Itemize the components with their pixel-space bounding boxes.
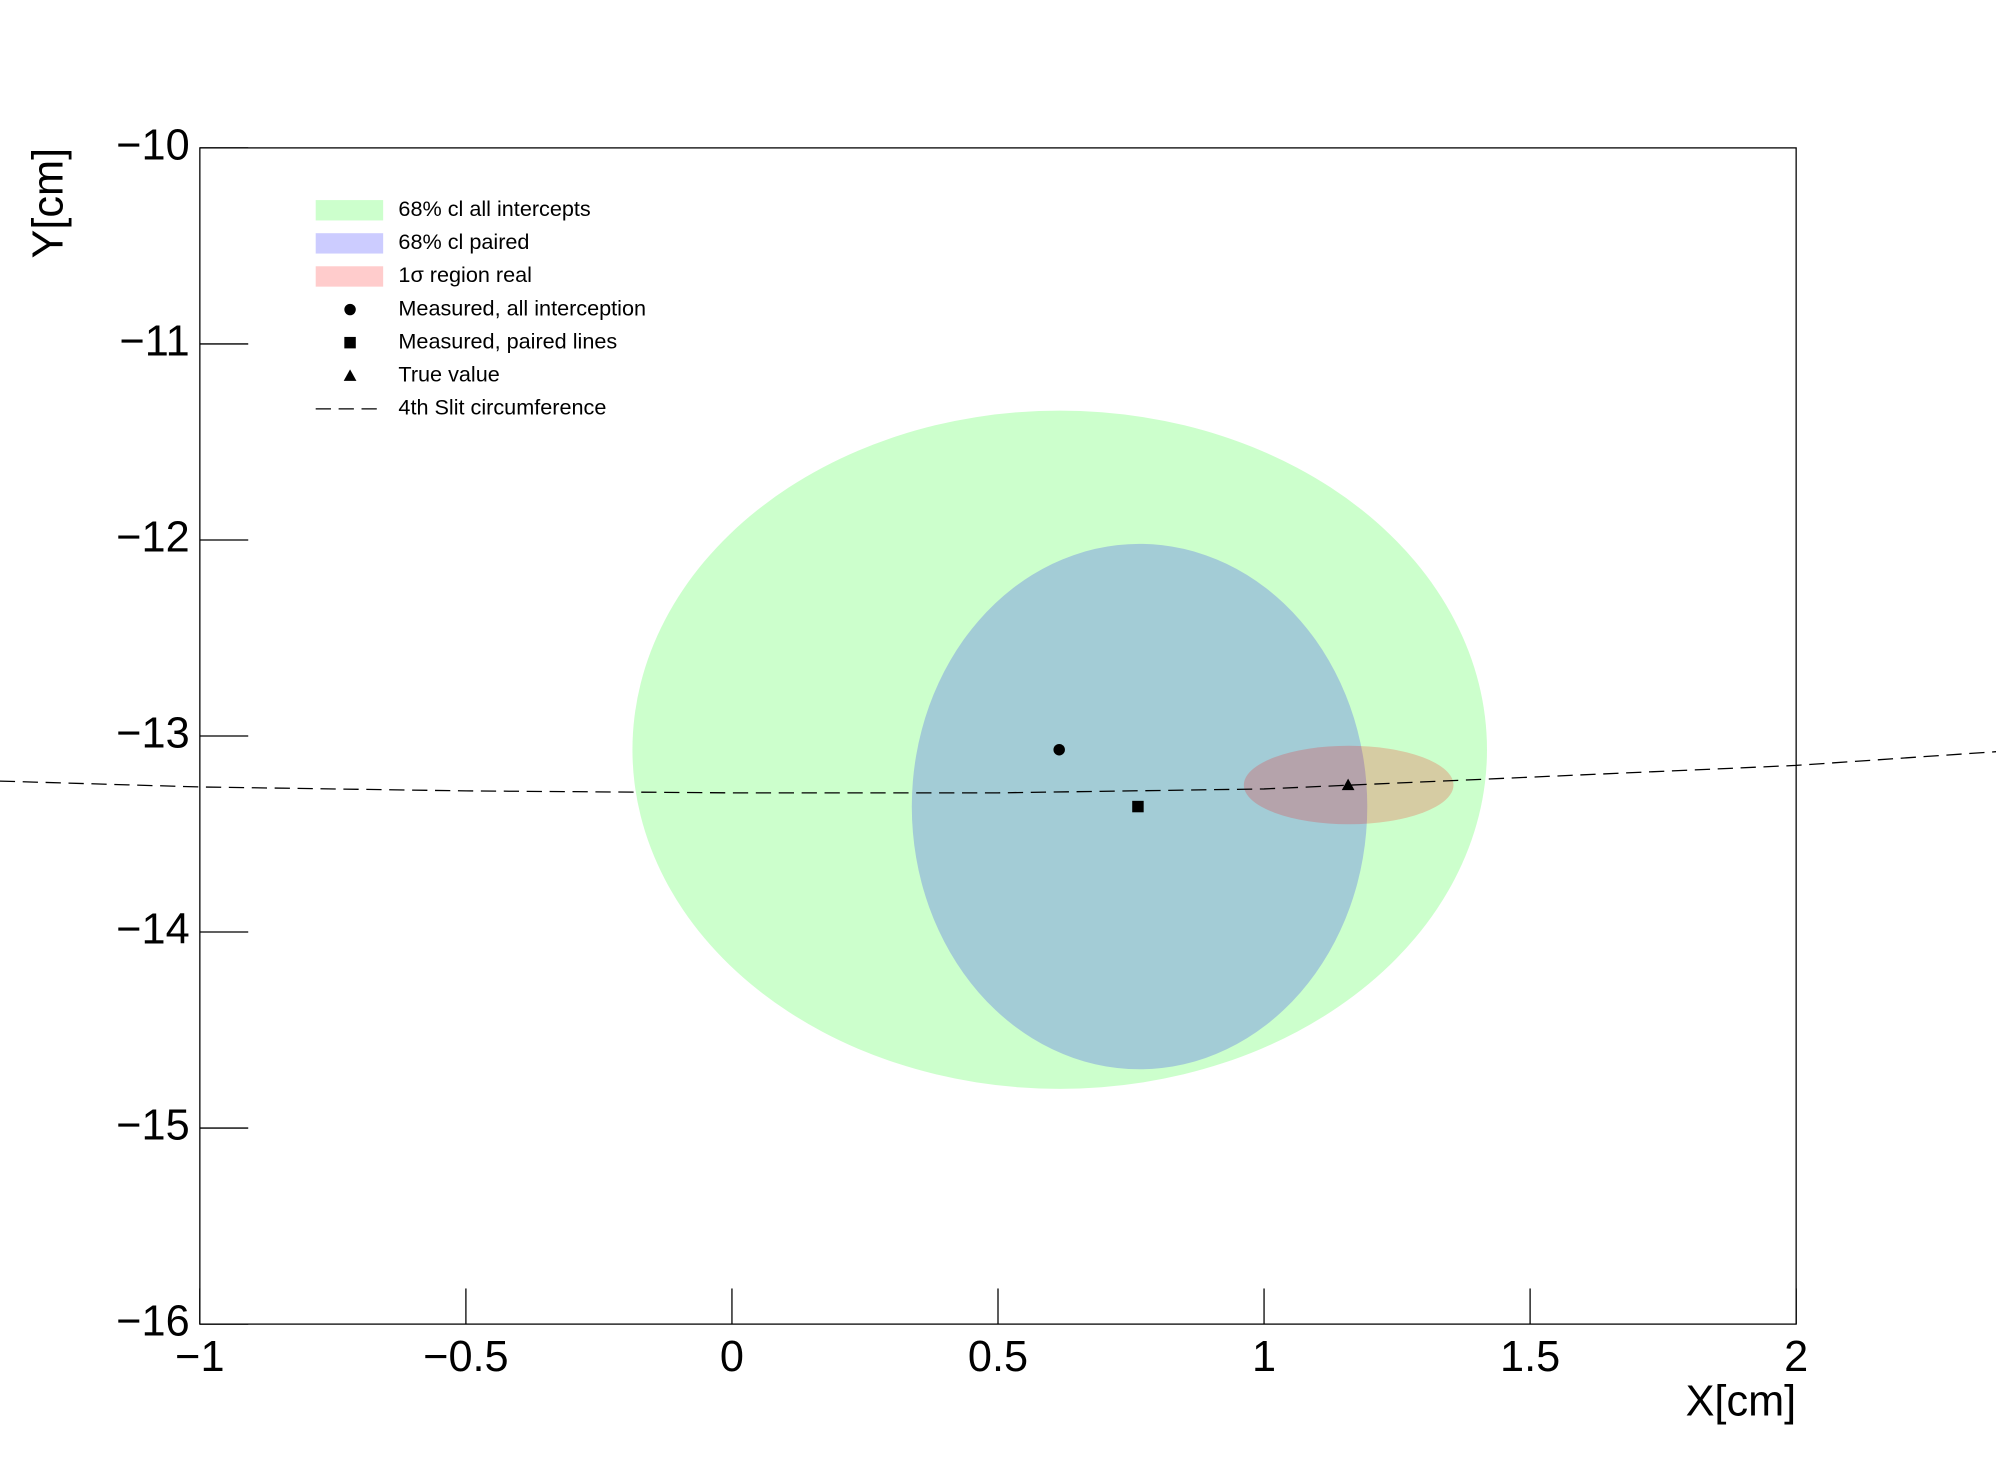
legend-swatch (315, 200, 384, 221)
x-tick-label: 0 (720, 1333, 744, 1381)
data-point (1341, 778, 1355, 791)
slit-curve (0, 751, 1996, 794)
legend-label: True value (398, 361, 499, 386)
legend-label: 68% cl paired (398, 229, 529, 254)
legend-swatch (315, 233, 384, 254)
legend-marker (344, 336, 356, 349)
data-point (1053, 743, 1065, 756)
x-axis-title: X[cm] (1686, 1378, 1797, 1426)
data-point (1132, 800, 1144, 813)
legend-label: 4th Slit circumference (398, 395, 606, 420)
x-tick-label: 0.5 (968, 1333, 1028, 1381)
x-tick-label: 2 (1784, 1333, 1808, 1381)
legend-label: Measured, paired lines (398, 328, 617, 353)
y-tick-label: −11 (119, 317, 189, 365)
y-tick-label: −16 (116, 1298, 189, 1346)
y-tick-label: −12 (116, 513, 189, 561)
legend-label: 68% cl all intercepts (398, 196, 591, 221)
y-tick-label: −14 (116, 905, 189, 953)
y-tick-label: −10 (116, 121, 189, 169)
x-tick-label: 1.5 (1500, 1333, 1560, 1381)
legend-swatch (315, 266, 384, 287)
y-tick-label: −13 (116, 709, 189, 757)
legend-marker (343, 369, 357, 381)
y-axis-title: Y[cm] (24, 148, 72, 259)
x-tick-label: −0.5 (423, 1333, 508, 1381)
x-tick-label: 1 (1252, 1333, 1276, 1381)
legend-label: Measured, all interception (398, 295, 646, 320)
y-tick-label: −15 (116, 1102, 189, 1150)
x-tick-label: −1 (175, 1333, 224, 1381)
legend-label: 1σ region real (398, 262, 532, 287)
legend-marker (344, 303, 356, 316)
plot-content (0, 410, 1996, 1089)
